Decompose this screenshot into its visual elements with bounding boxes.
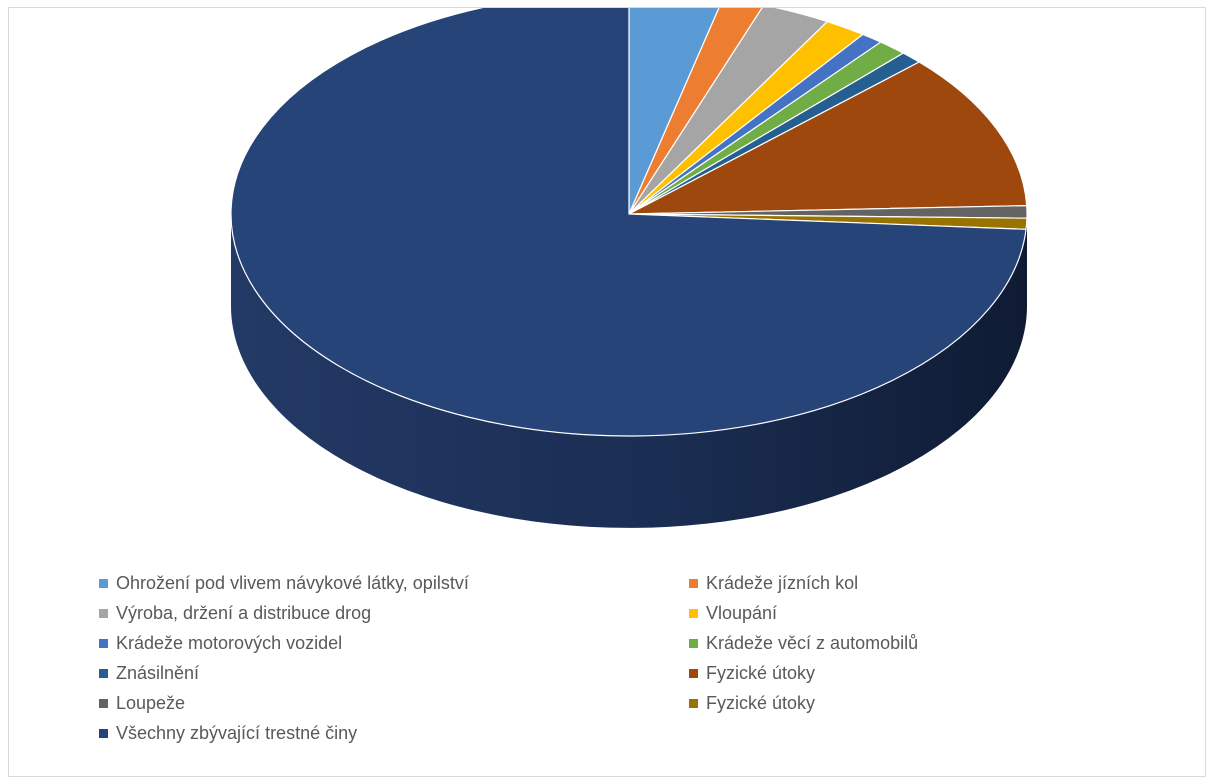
legend-swatch	[689, 608, 698, 618]
legend-item: Fyzické útoky	[689, 688, 1169, 718]
legend-label: Krádeže jízních kol	[706, 572, 859, 593]
legend-label: Fyzické útoky	[706, 662, 816, 683]
legend-swatch	[99, 638, 108, 648]
legend-item: Výroba, držení a distribuce drog	[99, 598, 689, 628]
legend-label: Fyzické útoky	[706, 692, 816, 713]
legend-swatch	[99, 698, 108, 708]
legend-swatch	[689, 578, 698, 588]
legend-item: Ohrožení pod vlivem návykové látky, opil…	[99, 568, 689, 598]
legend-label: Krádeže věcí z automobilů	[706, 632, 919, 653]
pie-slice-7[interactable]	[628, 61, 1028, 215]
legend-label: Výroba, držení a distribuce drog	[116, 602, 372, 623]
legend-swatch	[689, 698, 698, 708]
legend-swatch	[99, 608, 108, 618]
legend-item: Krádeže motorových vozidel	[99, 628, 689, 658]
legend-item: Krádeže jízních kol	[689, 568, 1169, 598]
legend-swatch	[99, 668, 108, 678]
pie-slices	[230, 8, 1028, 437]
pie-chart	[230, 8, 1028, 528]
chart-area: Ohrožení pod vlivem návykové látky, opil…	[8, 7, 1206, 777]
legend-item: Loupeže	[99, 688, 689, 718]
legend-label: Krádeže motorových vozidel	[116, 632, 343, 653]
legend-label: Znásilnění	[116, 662, 200, 683]
pie-side-surface	[231, 214, 1027, 528]
legend-swatch	[689, 638, 698, 648]
legend-item: Vloupání	[689, 598, 1169, 628]
legend-item: Krádeže věcí z automobilů	[689, 628, 1169, 658]
legend-swatch	[689, 668, 698, 678]
legend-swatch	[99, 728, 108, 738]
legend-item: Fyzické útoky	[689, 658, 1169, 688]
legend-label: Ohrožení pod vlivem návykové látky, opil…	[116, 572, 469, 593]
legend-label: Vloupání	[706, 602, 778, 623]
legend-swatch	[99, 578, 108, 588]
legend-label: Všechny zbývající trestné činy	[116, 722, 358, 743]
legend-item: Znásilnění	[99, 658, 689, 688]
legend: Ohrožení pod vlivem návykové látky, opil…	[99, 568, 1189, 748]
pie-side-wall	[231, 214, 1027, 528]
legend-item: Všechny zbývající trestné činy	[99, 718, 689, 748]
pie-slice-10[interactable]	[230, 8, 1027, 437]
legend-label: Loupeže	[116, 692, 186, 713]
